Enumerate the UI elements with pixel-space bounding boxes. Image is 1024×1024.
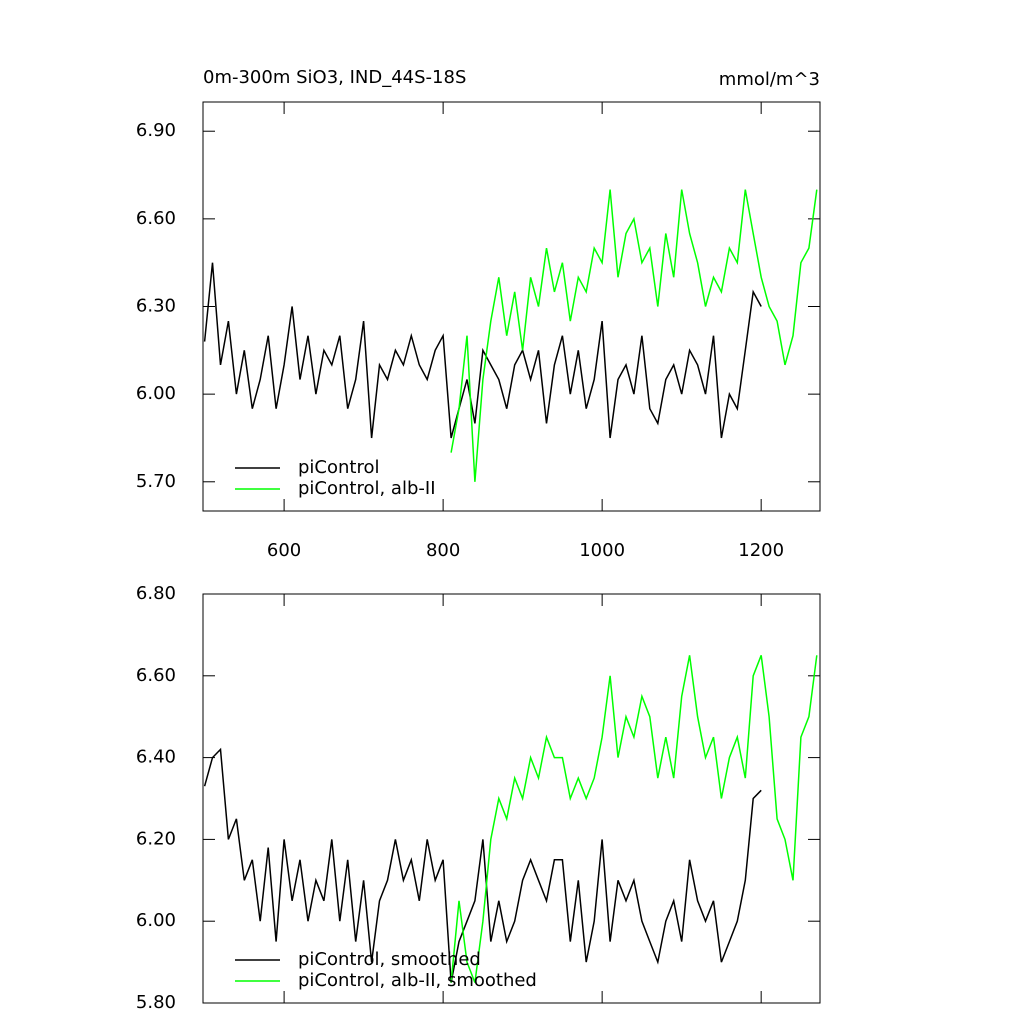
x-tick-label: 600 [267, 540, 301, 561]
y-tick-label: 6.20 [136, 828, 176, 849]
units-label: mmol/m^3 [719, 69, 820, 90]
y-tick-label: 5.80 [136, 992, 176, 1013]
y-tick-label: 6.30 [136, 296, 176, 317]
legend-label: piControl, alb-II [298, 478, 436, 499]
y-tick-label: 6.80 [136, 583, 176, 604]
x-tick-label: 1000 [579, 540, 625, 561]
y-tick-label: 6.40 [136, 747, 176, 768]
y-tick-label: 6.00 [136, 383, 176, 404]
data-line [450, 189, 818, 482]
y-tick-label: 6.00 [136, 910, 176, 931]
legend-label: piControl, smoothed [298, 949, 481, 970]
legend-label: piControl, alb-II, smoothed [298, 970, 537, 991]
data-line [203, 262, 762, 439]
data-line [450, 655, 818, 983]
legend-label: piControl [298, 457, 380, 478]
y-tick-label: 5.70 [136, 471, 176, 492]
x-tick-label: 1200 [738, 540, 784, 561]
y-tick-label: 6.60 [136, 665, 176, 686]
chart-title: 0m-300m SiO3, IND_44S-18S [203, 67, 466, 88]
y-tick-label: 6.90 [136, 120, 176, 141]
y-tick-label: 6.60 [136, 208, 176, 229]
data-line [203, 747, 762, 983]
x-tick-label: 800 [426, 540, 460, 561]
plot-frame [202, 593, 821, 1004]
